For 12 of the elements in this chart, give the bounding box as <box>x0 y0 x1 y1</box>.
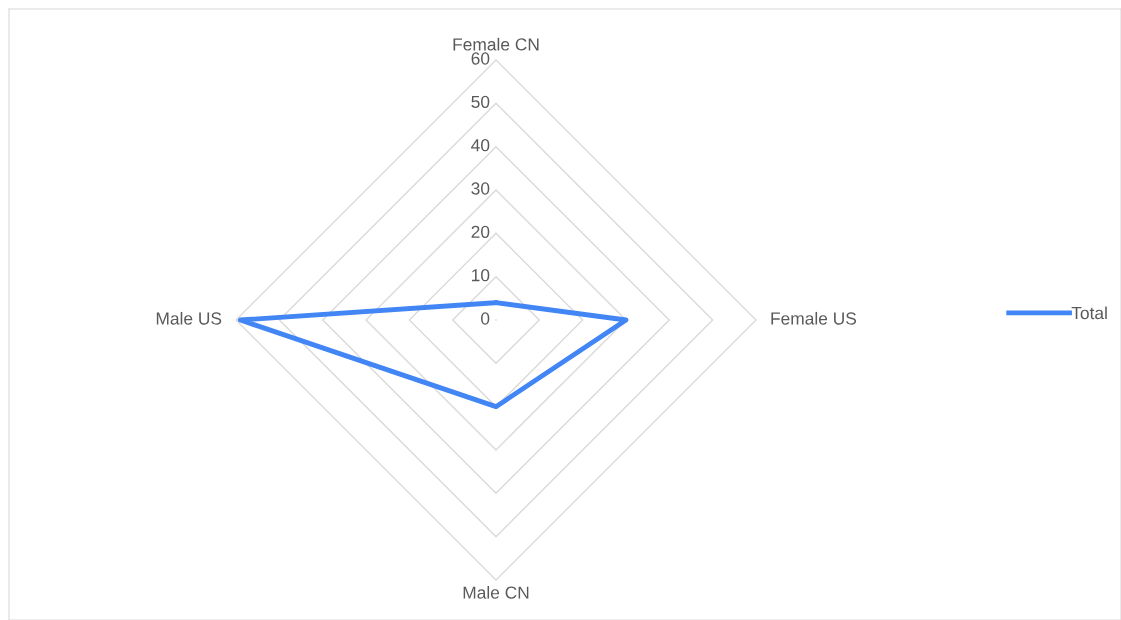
legend-label: Total <box>1071 306 1107 320</box>
spoke-label: Male CN <box>463 586 529 599</box>
y-tick-label: 60 <box>471 52 490 65</box>
y-tick-label: 40 <box>471 139 490 152</box>
spoke-label: Male US <box>156 311 222 325</box>
spoke-label: Female CN <box>453 37 539 51</box>
y-tick-label: 20 <box>471 225 490 238</box>
y-tick-label: 30 <box>471 182 490 195</box>
y-tick-label: 50 <box>471 95 490 108</box>
y-tick-label: 10 <box>472 269 490 282</box>
spoke-label: Female US <box>771 311 857 325</box>
y-tick-label: 0 <box>481 312 490 325</box>
